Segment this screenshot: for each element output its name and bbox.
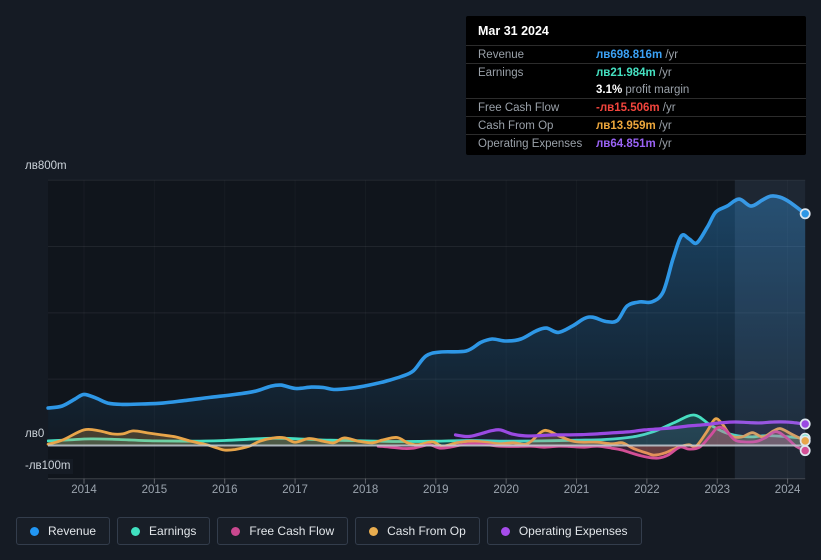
tooltip-revenue-label: Revenue — [478, 48, 525, 61]
tooltip-earnings-label: Earnings — [478, 66, 524, 79]
tooltip-revenue-value: лв698.816m /yr — [596, 48, 679, 61]
legend-label: Earnings — [149, 524, 197, 538]
free-cash-flow-dot-icon — [231, 526, 241, 536]
tooltip-fcf-value: -лв15.506m /yr — [596, 101, 676, 114]
legend-label: Operating Expenses — [518, 524, 628, 538]
legend-label: Free Cash Flow — [249, 524, 335, 538]
legend-item-free-cash-flow[interactable]: Free Cash Flow — [217, 517, 349, 545]
tooltip-row-cashop: Cash From Op лв13.959m /yr — [466, 116, 806, 134]
tooltip-opex-label: Operating Expenses — [478, 137, 583, 150]
y-axis-label-800m: лв800m — [25, 159, 70, 174]
operating-expenses-dot-icon — [500, 526, 510, 536]
tooltip-margin-label: profit margin — [622, 83, 690, 96]
tooltip-fcf-label: Free Cash Flow — [478, 101, 560, 114]
tooltip-row-earnings: Earnings лв21.984m /yr — [466, 63, 806, 81]
revenue-dot-icon — [30, 526, 39, 536]
legend-item-operating-expenses[interactable]: Operating Expenses — [486, 517, 642, 545]
y-axis-label-zero: лв0 — [25, 427, 48, 442]
legend-item-earnings[interactable]: Earnings — [117, 517, 211, 545]
tooltip-row-revenue: Revenue лв698.816m /yr — [466, 45, 806, 63]
chart-legend: Revenue Earnings Free Cash Flow Cash Fro… — [16, 517, 642, 545]
tooltip-row-fcf: Free Cash Flow -лв15.506m /yr — [466, 98, 806, 116]
tooltip-cashop-label: Cash From Op — [478, 119, 554, 132]
legend-item-revenue[interactable]: Revenue — [16, 517, 111, 545]
legend-label: Revenue — [48, 524, 97, 538]
tooltip-date: Mar 31 2024 — [478, 24, 549, 38]
legend-label: Cash From Op — [387, 524, 466, 538]
tooltip-margin-value: 3.1% — [596, 83, 623, 96]
chart-tooltip: Mar 31 2024 Revenue лв698.816m /yr Earni… — [466, 16, 806, 155]
cash-from-op-dot-icon — [369, 526, 379, 536]
tooltip-cashop-value: лв13.959m /yr — [596, 119, 672, 132]
y-axis-label-neg100m: -лв100m — [25, 459, 74, 474]
earnings-dot-icon — [131, 526, 141, 536]
tooltip-row-profit-margin: 3.1% profit margin — [466, 81, 806, 98]
tooltip-earnings-value: лв21.984m /yr — [596, 66, 672, 79]
tooltip-row-opex: Operating Expenses лв64.851m /yr — [466, 134, 806, 152]
legend-item-cash-from-op[interactable]: Cash From Op — [355, 517, 480, 545]
tooltip-opex-value: лв64.851m /yr — [596, 137, 672, 150]
